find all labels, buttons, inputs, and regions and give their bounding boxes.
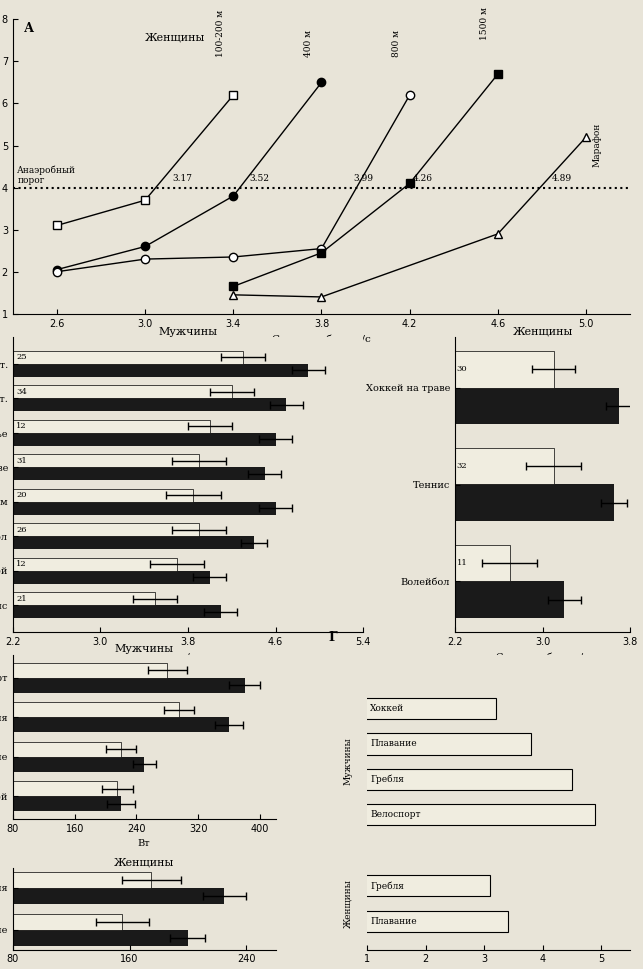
- Bar: [214, 388, 619, 424]
- Bar: [0, 888, 224, 904]
- Bar: [0, 703, 179, 717]
- Bar: [0, 398, 287, 412]
- X-axis label: м/с: м/с: [180, 652, 196, 661]
- Text: 3.52: 3.52: [249, 173, 270, 182]
- Text: Анаэробный
порог: Анаэробный порог: [17, 166, 77, 185]
- Text: 30: 30: [457, 365, 467, 373]
- Bar: [0, 592, 155, 606]
- Text: 26: 26: [16, 525, 27, 534]
- Text: Мужчины: Мужчины: [344, 737, 353, 786]
- Text: 3.17: 3.17: [172, 173, 193, 182]
- Text: 400 м: 400 м: [303, 30, 312, 57]
- Title: Женщины: Женщины: [114, 857, 174, 867]
- X-axis label: Вт: Вт: [138, 839, 150, 848]
- Bar: [0, 420, 210, 433]
- Bar: [0, 930, 188, 946]
- Bar: [0, 717, 229, 733]
- Text: 800 м: 800 м: [392, 30, 401, 57]
- Bar: [309, 768, 572, 790]
- Bar: [0, 571, 210, 583]
- Text: А: А: [24, 22, 34, 35]
- Bar: [0, 363, 309, 377]
- Title: Мужчины: Мужчины: [158, 327, 217, 336]
- Text: 1500 м: 1500 м: [480, 8, 489, 41]
- Bar: [0, 454, 199, 467]
- Text: Женщины: Женщины: [145, 32, 205, 43]
- Text: 20: 20: [16, 491, 27, 499]
- Bar: [309, 698, 496, 719]
- Bar: [0, 557, 177, 571]
- Bar: [0, 677, 244, 693]
- Bar: [214, 545, 510, 581]
- Bar: [0, 536, 253, 549]
- Bar: [0, 663, 167, 677]
- Text: 11: 11: [457, 559, 467, 567]
- Bar: [0, 741, 121, 757]
- Text: 25: 25: [16, 354, 27, 361]
- Bar: [309, 734, 531, 755]
- Text: 4.26: 4.26: [413, 173, 433, 182]
- Text: 21: 21: [16, 595, 27, 603]
- Text: 34: 34: [16, 388, 27, 395]
- Text: Плавание: Плавание: [370, 739, 417, 748]
- Text: Г: Г: [328, 631, 337, 643]
- Text: Велоспорт: Велоспорт: [370, 810, 421, 820]
- Bar: [0, 502, 276, 515]
- Bar: [0, 606, 221, 618]
- Text: Женщины: Женщины: [344, 879, 353, 928]
- Text: Плавание: Плавание: [370, 917, 417, 925]
- X-axis label: Скорость бега,м/с: Скорость бега,м/с: [272, 334, 371, 344]
- Text: 3.99: 3.99: [354, 173, 374, 182]
- Title: Мужчины: Мужчины: [114, 644, 174, 654]
- X-axis label: Скорость бега,м/с: Скорость бега,м/с: [496, 652, 589, 662]
- Bar: [0, 914, 122, 930]
- Bar: [0, 757, 144, 772]
- Bar: [214, 448, 554, 484]
- Bar: [309, 804, 595, 826]
- Bar: [0, 781, 117, 797]
- Bar: [214, 581, 565, 618]
- Bar: [0, 797, 121, 811]
- Bar: [0, 351, 242, 363]
- Bar: [0, 871, 152, 888]
- Text: 12: 12: [16, 422, 27, 430]
- Bar: [214, 351, 554, 388]
- Text: 31: 31: [16, 456, 27, 465]
- Bar: [0, 433, 276, 446]
- Text: 12: 12: [16, 560, 27, 568]
- Text: Хоккей: Хоккей: [370, 703, 404, 713]
- Bar: [0, 523, 199, 536]
- Text: 100-200 м: 100-200 м: [215, 10, 224, 57]
- Bar: [0, 386, 231, 398]
- Bar: [0, 488, 194, 502]
- Text: 4.89: 4.89: [552, 173, 572, 182]
- Text: Гребля: Гребля: [370, 774, 404, 784]
- Text: Гребля: Гребля: [370, 881, 404, 891]
- Text: 32: 32: [457, 462, 467, 470]
- Bar: [0, 467, 264, 481]
- Bar: [309, 911, 507, 932]
- Bar: [309, 875, 490, 896]
- Bar: [214, 484, 613, 521]
- Title: Женщины: Женщины: [512, 327, 573, 336]
- Text: Марафон: Марафон: [593, 122, 602, 167]
